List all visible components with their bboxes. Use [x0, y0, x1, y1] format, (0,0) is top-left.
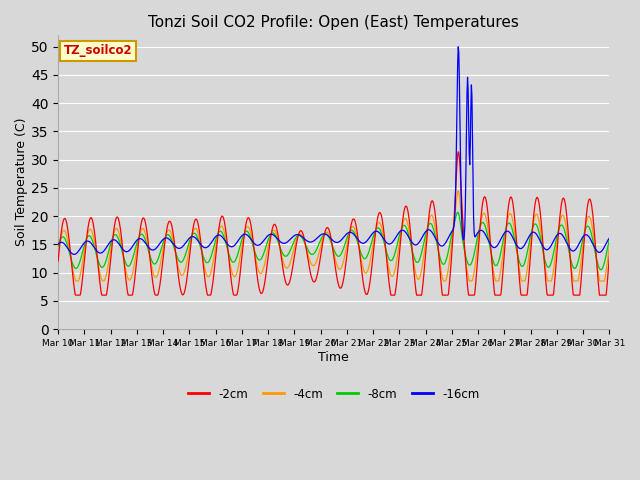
Title: Tonzi Soil CO2 Profile: Open (East) Temperatures: Tonzi Soil CO2 Profile: Open (East) Temp… — [148, 15, 519, 30]
X-axis label: Time: Time — [318, 350, 349, 363]
Y-axis label: Soil Temperature (C): Soil Temperature (C) — [15, 118, 28, 246]
Text: TZ_soilco2: TZ_soilco2 — [63, 44, 132, 57]
Legend: -2cm, -4cm, -8cm, -16cm: -2cm, -4cm, -8cm, -16cm — [183, 383, 484, 405]
